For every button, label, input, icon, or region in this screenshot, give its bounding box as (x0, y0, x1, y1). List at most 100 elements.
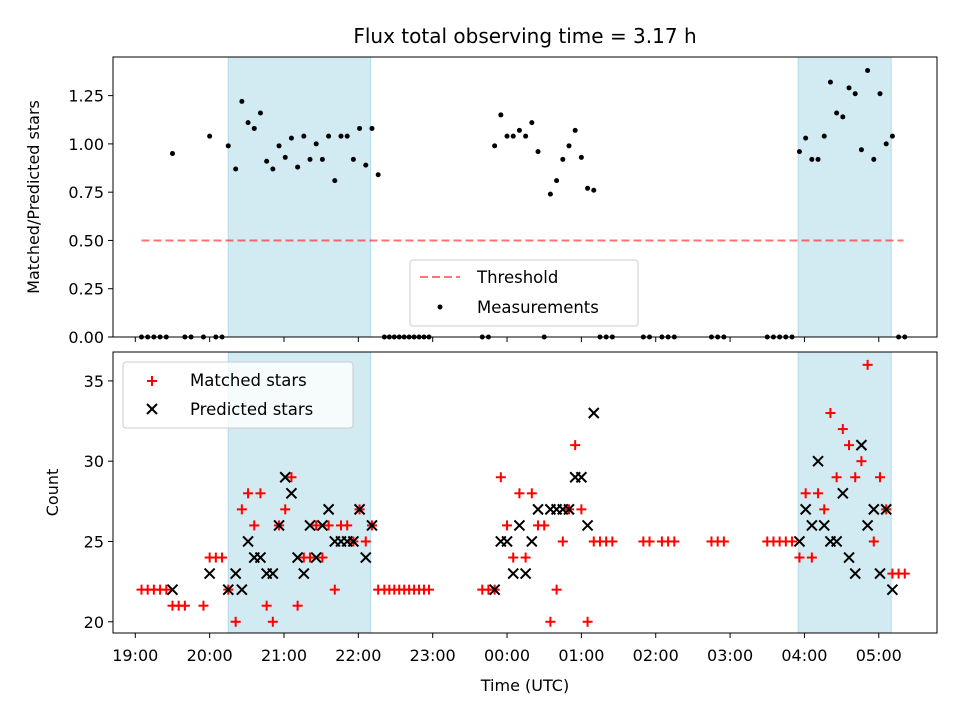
matched-star-marker (607, 536, 618, 547)
top-legend-box (409, 259, 639, 327)
measurement-point (307, 156, 313, 162)
predicted-star-marker (222, 583, 234, 596)
matched-star-marker (502, 520, 513, 531)
measurement-point (803, 135, 809, 141)
measurement-point (809, 156, 815, 162)
top-y-axis-label: Matched/Predicted stars (24, 100, 43, 294)
bottom-y-ticks: 20 25 30 35 (84, 372, 113, 632)
measurement-point (498, 112, 504, 118)
top-axes-frame (112, 56, 938, 338)
predicted-star-marker (285, 487, 298, 500)
predicted-star-marker (526, 535, 538, 548)
measurement-point (871, 156, 877, 162)
predicted-star-marker (874, 567, 886, 580)
legend-matched-label: Matched stars (190, 371, 307, 390)
matched-star-marker (286, 472, 297, 483)
measurement-point (516, 127, 522, 133)
predicted-star-marker (316, 519, 329, 532)
predicted-star-marker (488, 583, 501, 596)
predicted-star-marker (575, 471, 588, 483)
predicted-star-marker (837, 487, 849, 500)
matched-star-marker (230, 616, 241, 627)
legend-predicted-label: Predicted stars (190, 400, 313, 419)
matched-star-marker (800, 488, 811, 499)
measurement-point (840, 114, 846, 120)
predicted-star-marker (267, 567, 279, 580)
x-tick-label: 05:00 (856, 646, 902, 665)
matched-star-marker (875, 472, 886, 483)
predicted-star-marker (298, 567, 310, 580)
predicted-star-marker (581, 519, 594, 532)
measurement-point (566, 143, 572, 149)
x-tick-label: 19:00 (112, 646, 158, 665)
measurement-point (554, 178, 560, 184)
y-tick-label: 20 (84, 613, 104, 632)
predicted-star-marker (799, 503, 812, 516)
measurement-point (301, 133, 307, 139)
matched-star-marker (819, 504, 830, 515)
matched-star-marker (198, 600, 209, 611)
matched-star-marker (539, 520, 550, 531)
measurement-point (865, 68, 871, 74)
predicted-star-marker (812, 455, 824, 467)
predicted-star-marker (793, 535, 806, 548)
matched-star-marker (526, 488, 537, 499)
predicted-star-marker (855, 439, 868, 451)
measurement-point (207, 133, 213, 139)
measurement-point (591, 187, 597, 193)
matched-star-marker (261, 600, 272, 611)
matched-star-marker (267, 616, 278, 627)
ratio-panel: 0.00 0.25 0.50 0.75 1.00 1.25 Flux total obse… (24, 24, 938, 347)
predicted-star-marker (203, 567, 216, 580)
matched-star-marker (342, 520, 353, 531)
predicted-star-marker (843, 551, 855, 564)
measurement-point (585, 185, 591, 191)
y-tick-label: 0.00 (68, 328, 104, 347)
matched-star-marker (255, 488, 266, 499)
matched-star-marker (305, 552, 316, 563)
predicted-star-marker (166, 583, 179, 596)
measurement-point (245, 120, 251, 126)
measurement-point (834, 110, 840, 116)
measurement-point (270, 166, 276, 172)
matched-star-marker (280, 504, 291, 515)
bottom-legend-box (122, 361, 354, 429)
bottom-y-axis-label: Count (43, 469, 62, 517)
predicted-star-marker (519, 567, 532, 580)
predicted-star-marker (366, 519, 378, 532)
predicted-star-marker (861, 519, 874, 532)
matched-star-marker (644, 536, 655, 547)
matched-star-marker (520, 552, 531, 563)
predicted-star-marker (532, 503, 544, 516)
y-tick-label: 0.75 (68, 183, 104, 202)
legend-matched-swatch (147, 376, 157, 386)
matched-star-marker (837, 424, 848, 435)
measurement-point (295, 164, 301, 170)
matched-star-marker (831, 472, 842, 483)
legend-measurements-label: Measurements (477, 298, 599, 317)
predicted-star-marker (830, 535, 843, 548)
bottom-axes-frame (112, 351, 938, 634)
legend-cross-glyph (146, 403, 158, 415)
measurement-point (169, 151, 175, 157)
shaded-range-top-0 (227, 56, 372, 338)
measurement-point (282, 154, 288, 160)
matched-star-marker (787, 536, 798, 547)
x-tick-label: 02:00 (633, 646, 679, 665)
x-tick-label: 03:00 (707, 646, 753, 665)
measurement-point (889, 133, 895, 139)
measurement-point (858, 147, 864, 153)
y-tick-label: 35 (84, 372, 104, 391)
matched-star-marker (794, 552, 805, 563)
matched-star-marker (576, 504, 587, 515)
predicted-star-marker (886, 583, 899, 596)
predicted-star-marker (273, 519, 285, 532)
matched-star-marker (179, 600, 190, 611)
matched-star-marker (217, 552, 228, 563)
legend-plus-glyph (147, 376, 157, 386)
bottom-x-ticks: 19:00 20:00 21:00 22:00 23:00 00:00 01:00 02:00… (112, 633, 902, 665)
matched-star-marker (570, 440, 581, 451)
predicted-star-marker (806, 519, 818, 532)
predicted-star-marker (310, 551, 322, 564)
matched-star-marker (825, 408, 836, 419)
